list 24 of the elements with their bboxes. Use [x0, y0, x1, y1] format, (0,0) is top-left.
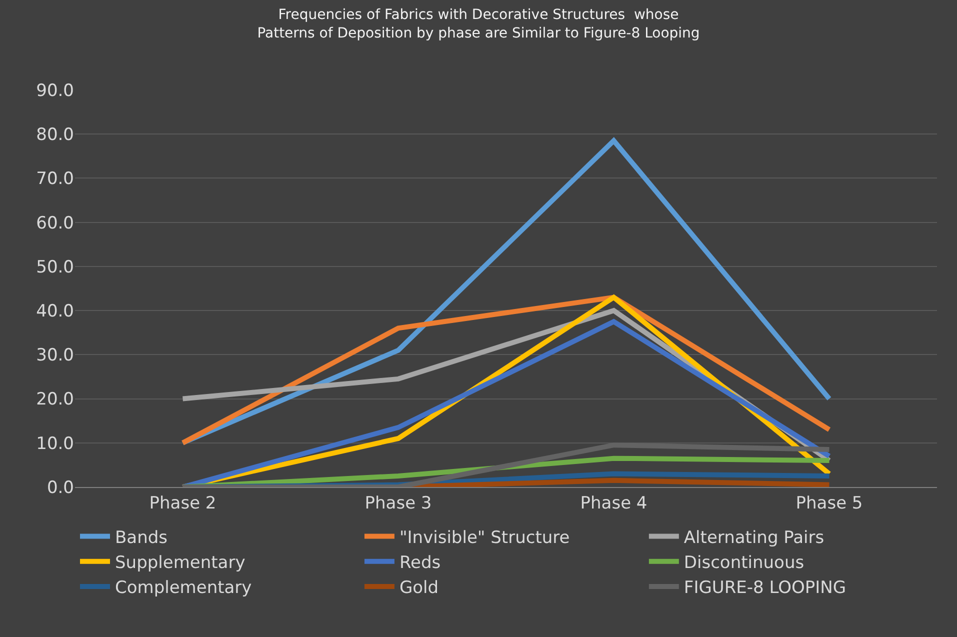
- legend-label: Supplementary: [115, 553, 246, 574]
- x-tick-label: Phase 5: [796, 493, 863, 514]
- x-tick-label: Phase 2: [149, 493, 216, 514]
- y-tick-label: 90.0: [36, 80, 74, 101]
- legend-label: Gold: [399, 578, 439, 598]
- legend-label: Reds: [399, 553, 441, 574]
- y-tick-label: 40.0: [36, 302, 74, 322]
- y-tick-label: 70.0: [36, 169, 74, 190]
- x-tick-label: Phase 4: [580, 493, 648, 514]
- legend-label: "Invisible" Structure: [399, 528, 570, 548]
- chart-title: Frequencies of Fabrics with Decorative Structures whose Patterns of Deposition by phase are Similar to Figure-8 Looping: [257, 7, 700, 42]
- legend-label: Bands: [115, 528, 168, 548]
- y-tick-label: 0.0: [46, 478, 74, 498]
- x-tick-label: Phase 3: [364, 493, 432, 514]
- y-tick-label: 50.0: [36, 257, 74, 278]
- legend-label: Alternating Pairs: [684, 528, 824, 548]
- y-tick-label: 30.0: [36, 346, 74, 366]
- y-tick-label: 20.0: [36, 390, 74, 410]
- y-tick-label: 80.0: [36, 125, 74, 146]
- legend-label: Complementary: [115, 578, 252, 598]
- legend-label: FIGURE-8 LOOPING: [684, 578, 846, 598]
- legend-label: Discontinuous: [684, 553, 804, 574]
- y-tick-label: 10.0: [36, 434, 74, 454]
- y-tick-label: 60.0: [36, 213, 74, 234]
